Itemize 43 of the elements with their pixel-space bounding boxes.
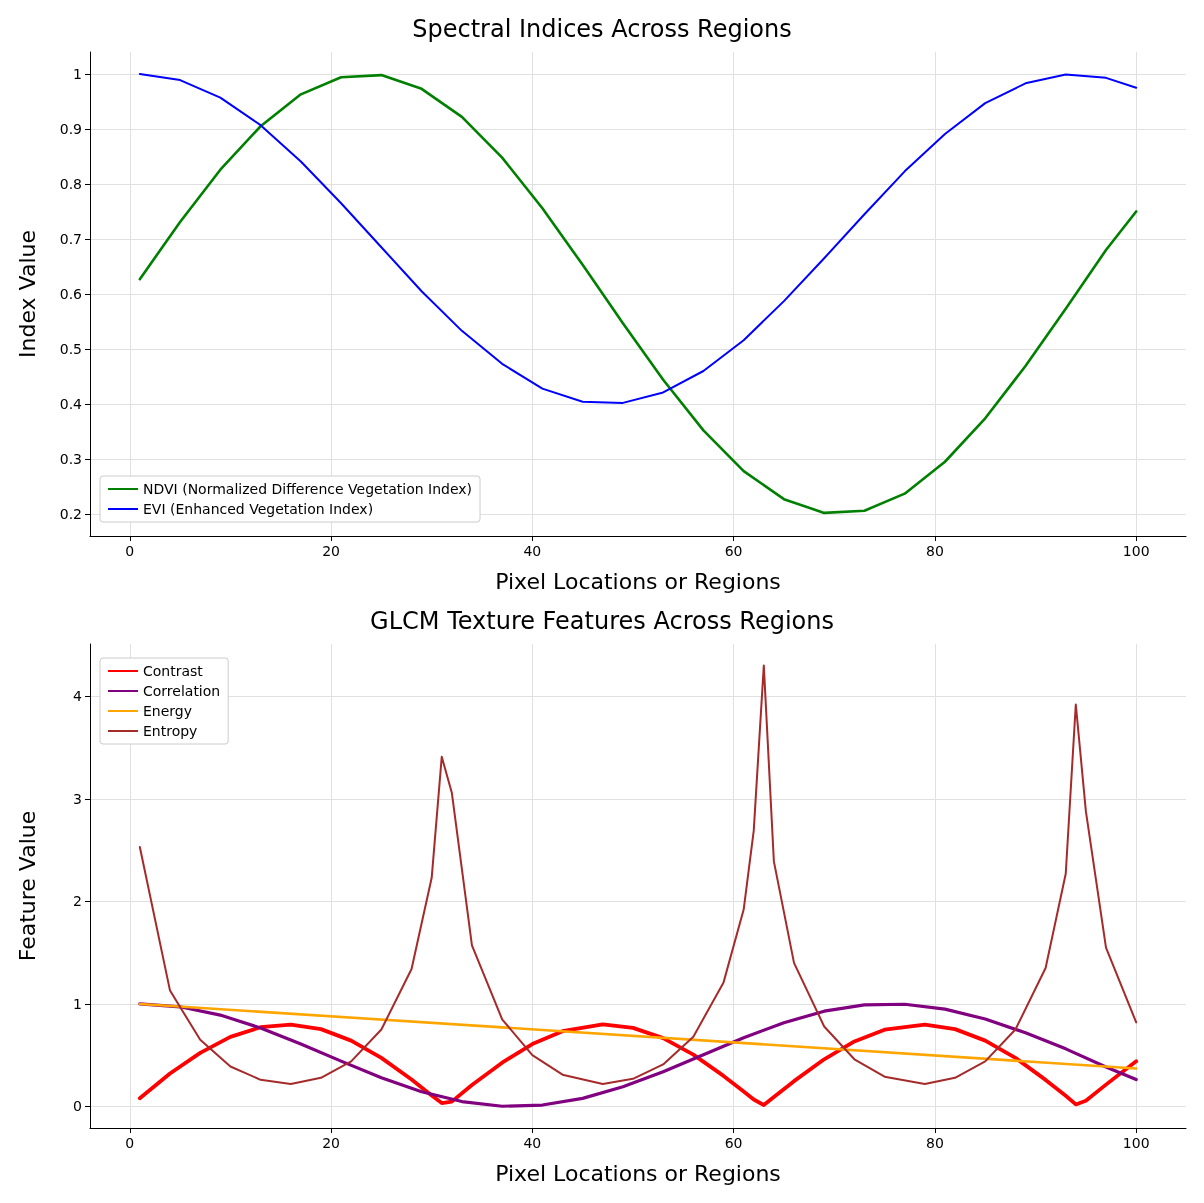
y-tick-label: 2 <box>73 893 82 910</box>
y-tick-label: 0.7 <box>59 231 82 247</box>
y-tick-label: 3 <box>73 790 82 807</box>
legend-label: Correlation <box>143 683 221 699</box>
y-tick-label: 1 <box>73 995 82 1012</box>
line-series <box>138 73 1138 404</box>
line-series <box>138 664 1138 1085</box>
legend-label: Entropy <box>143 723 198 739</box>
y-tick-label: 0.8 <box>59 176 82 192</box>
x-tick-label: 80 <box>925 1135 944 1151</box>
x-tick-label: 20 <box>322 1135 340 1151</box>
y-tick-label: 0.4 <box>59 396 83 412</box>
y-tick-label: 1 <box>73 66 82 82</box>
legend-label: Energy <box>143 703 193 719</box>
y-tick-label: 0.3 <box>59 451 82 467</box>
x-tick-label: 100 <box>1122 543 1150 559</box>
chart-title: Spectral Indices Across Regions <box>412 15 792 43</box>
line-series <box>137 1022 1139 1107</box>
x-tick-label: 60 <box>724 543 743 559</box>
y-axis-title: Index Value <box>14 230 40 358</box>
y-tick-label: 4 <box>73 688 83 705</box>
x-tick-label: 80 <box>925 543 944 559</box>
x-axis-title: Pixel Locations or Regions <box>495 568 781 594</box>
x-tick-label: 60 <box>724 1135 743 1151</box>
line-series <box>138 73 1138 515</box>
legend-label: EVI (Enhanced Vegetation Index) <box>143 501 374 517</box>
x-tick-label: 40 <box>523 1135 542 1151</box>
line-series <box>138 1002 1138 1108</box>
y-tick-label: 0.5 <box>59 341 82 357</box>
x-tick-label: 40 <box>523 543 542 559</box>
y-tick-label: 0.2 <box>59 506 82 522</box>
x-tick-label: 0 <box>125 1135 135 1151</box>
x-tick-label: 100 <box>1122 1135 1150 1151</box>
legend-label: Contrast <box>143 663 204 679</box>
legend-label: NDVI (Normalized Difference Vegetation Index) <box>143 481 473 497</box>
x-tick-label: 0 <box>125 543 135 559</box>
y-tick-label: 0 <box>73 1098 82 1115</box>
y-axis-title: Feature Value <box>14 810 40 962</box>
chart-title: GLCM Texture Features Across Regions <box>370 607 834 635</box>
x-axis-title: Pixel Locations or Regions <box>495 1160 781 1186</box>
y-tick-label: 0.6 <box>59 286 83 302</box>
y-tick-label: 0.9 <box>59 121 82 137</box>
x-tick-label: 20 <box>322 543 340 559</box>
